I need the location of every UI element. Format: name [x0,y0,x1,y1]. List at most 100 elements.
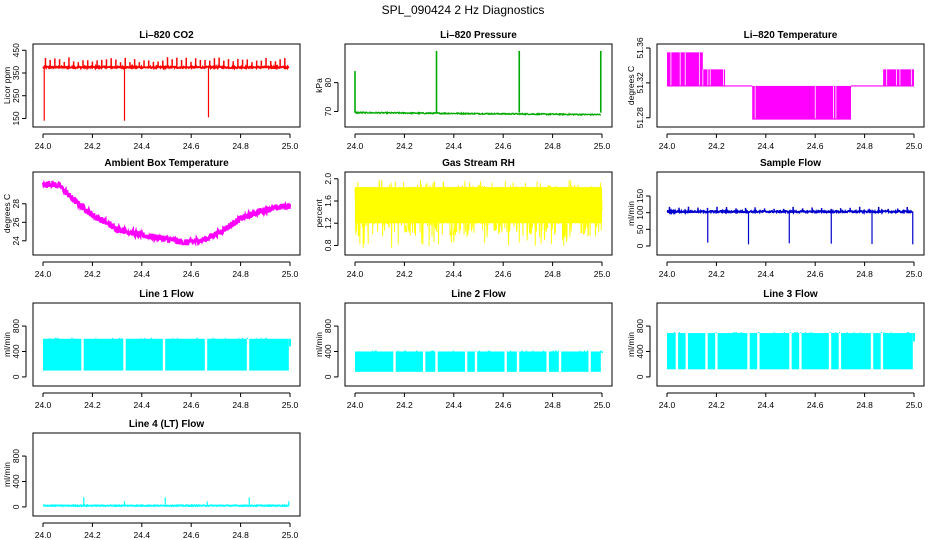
x-tick-label: 24.8 [856,400,873,410]
y-tick-label: 26 [11,217,21,227]
x-tick-label: 24.2 [396,400,413,410]
y-tick-label: 0.8 [323,239,333,251]
x-tick-label: 24.0 [35,400,52,410]
x-tick-label: 24.0 [347,141,364,151]
flow-block [249,338,289,371]
chart-panel: Line 4 (LT) Flow ml/min 24.0 24.2 24.4 24.6 24… [2,419,301,540]
data-layer [667,332,915,370]
data-layer [354,179,603,249]
y-tick-label: 0 [635,374,645,379]
x-tick-label: 24.8 [544,141,561,151]
y-tick-label: 2.0 [323,173,333,185]
series-line [354,111,601,117]
y-tick-label: 51.28 [635,107,645,129]
flow-block [165,338,205,371]
panel-title: Li–820 Pressure [440,30,517,41]
x-tick-label: 24.4 [758,400,775,410]
flow-block [437,351,465,372]
y-tick-label: 0 [11,374,21,379]
y-tick-label: 24 [11,236,21,246]
flow-block [590,351,601,372]
x-tick-label: 24.6 [807,141,824,151]
flow-block [548,351,559,372]
data-layer [42,497,290,508]
flow-block [207,338,247,371]
y-tick-label: 100 [635,205,645,219]
y-tick-label: 51.36 [635,37,645,59]
flow-block [667,333,676,370]
x-tick-label: 24.4 [134,269,151,279]
y-tick-label: 50 [635,224,645,234]
x-tick-label: 24.4 [758,269,775,279]
x-tick-label: 25.0 [906,269,923,279]
flow-block [519,351,547,372]
x-tick-label: 24.0 [35,141,52,151]
x-tick-label: 24.4 [134,400,151,410]
flow-block [707,333,716,370]
y-tick-label: 450 [11,43,21,57]
y-axis-label: ml/min [314,332,324,357]
x-tick-label: 24.4 [446,400,463,410]
flow-block [125,338,163,371]
flow-block [355,351,394,372]
y-tick-label: 0 [635,243,645,248]
data-layer [354,50,602,117]
flow-block [749,333,758,370]
data-layer [355,350,603,372]
y-tick-label: 400 [11,344,21,358]
x-tick-label: 24.2 [708,141,725,151]
x-tick-label: 24.0 [659,141,676,151]
x-tick-label: 25.0 [282,269,299,279]
x-tick-label: 24.4 [446,269,463,279]
x-tick-label: 24.2 [84,530,101,540]
x-tick-label: 24.8 [232,269,249,279]
flow-block [83,338,124,371]
x-tick-label: 24.8 [856,141,873,151]
x-tick-label: 24.6 [183,400,200,410]
x-tick-label: 24.8 [232,400,249,410]
series-line [42,503,290,508]
plot-frame [344,43,613,128]
plot-frame [32,432,301,517]
y-axis-label: ml/min [2,462,12,487]
y-tick-label: 1.6 [323,195,333,207]
y-axis-label: degrees C [2,194,12,233]
x-tick-label: 25.0 [594,400,611,410]
x-tick-label: 25.0 [906,141,923,151]
x-tick-label: 24.2 [84,269,101,279]
flow-block [873,333,881,370]
flow-block [831,333,839,370]
panel-title: Ambient Box Temperature [104,158,229,169]
flow-block [841,333,871,370]
x-tick-label: 25.0 [594,141,611,151]
chart-panel: Ambient Box Temperature degrees C 24.0 24.2… [2,158,301,279]
x-tick-label: 24.6 [495,400,512,410]
x-tick-label: 24.4 [134,141,151,151]
panels-container: Li–820 CO2 Licor ppm 24.0 24.2 24.4 24.6 24.8 2… [2,30,925,540]
flow-block [687,333,706,370]
panel-title: Li–820 Temperature [744,30,838,41]
y-tick-label: 800 [11,319,21,333]
x-tick-label: 24.2 [708,400,725,410]
panel-title: Line 2 Flow [451,289,506,300]
x-tick-label: 24.6 [183,141,200,151]
x-tick-label: 24.6 [495,269,512,279]
x-tick-label: 24.0 [35,269,52,279]
x-tick-label: 24.4 [446,141,463,151]
figure-title: SPL_090424 2 Hz Diagnostics [382,3,545,17]
y-tick-label: 800 [323,319,333,333]
x-tick-label: 24.6 [807,400,824,410]
y-tick-label: 800 [11,449,21,463]
plot-frame [32,171,301,256]
y-axis-label: percent [314,199,324,228]
x-tick-label: 24.8 [856,269,873,279]
plot-frame [656,43,925,128]
flow-block [467,351,475,372]
flow-block [791,333,800,370]
x-tick-label: 24.6 [495,141,512,151]
y-tick-label: 400 [323,344,333,358]
x-tick-label: 24.6 [183,269,200,279]
x-tick-label: 24.0 [659,400,676,410]
y-axis-label: ml/min [626,332,636,357]
